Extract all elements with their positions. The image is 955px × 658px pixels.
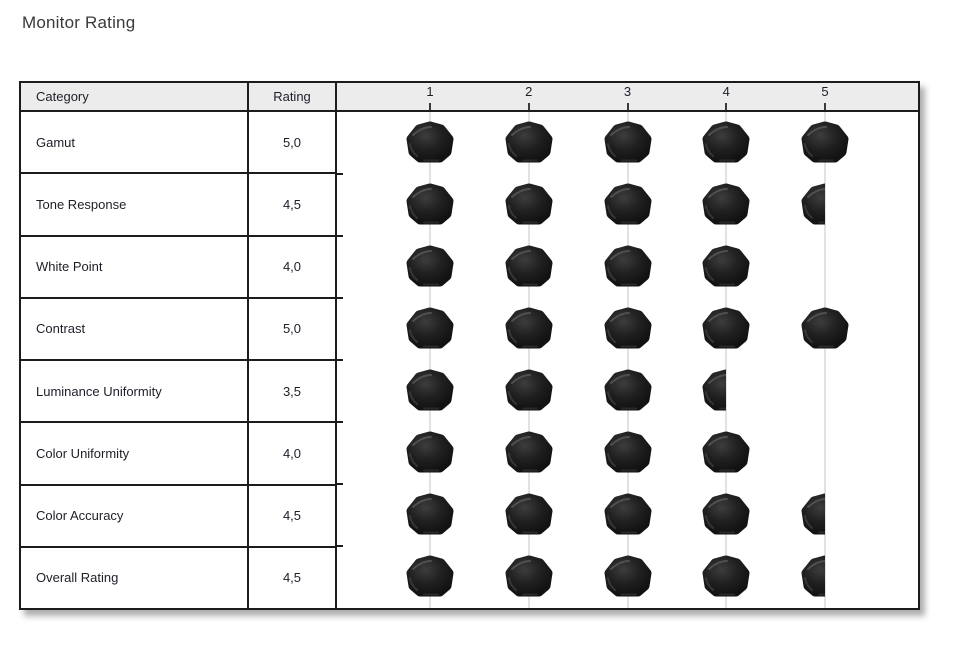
rating-value-cell: 4,0 bbox=[249, 423, 335, 486]
rating-pebble-icon bbox=[505, 307, 553, 349]
rating-pebble-icon bbox=[505, 493, 553, 535]
rating-pebble-icon-half bbox=[702, 369, 727, 411]
category-cell: Color Accuracy bbox=[21, 485, 247, 548]
chart-row bbox=[337, 298, 918, 360]
rating-column: 5,0 4,5 4,0 5,0 3,5 4,0 4,5 4,5 bbox=[249, 112, 337, 608]
rating-pebble-icon bbox=[505, 369, 553, 411]
rating-pebble-icon bbox=[702, 307, 750, 349]
chart-row bbox=[337, 422, 918, 484]
row-divider-stub bbox=[337, 173, 343, 175]
rating-pebble-icon bbox=[505, 121, 553, 163]
scale-tick bbox=[428, 103, 431, 110]
rating-value-cell: 4,5 bbox=[249, 174, 335, 237]
scale-tick bbox=[527, 103, 530, 110]
monitor-rating-table: Category Rating 1 2 3 4 5 Gamut Tone Response… bbox=[19, 81, 920, 610]
row-divider-stub bbox=[337, 421, 343, 423]
rating-pebble-icon bbox=[505, 183, 553, 225]
rating-chart-area bbox=[337, 112, 918, 608]
rating-pebble-icon bbox=[702, 121, 750, 163]
scale-number-1: 1 bbox=[426, 84, 434, 99]
rating-value-cell: 5,0 bbox=[249, 298, 335, 361]
scale-number-4: 4 bbox=[722, 84, 730, 99]
column-header-category: Category bbox=[21, 83, 249, 110]
rating-pebble-icon bbox=[406, 307, 454, 349]
category-cell: Color Uniformity bbox=[21, 423, 247, 486]
rating-value-cell: 3,5 bbox=[249, 361, 335, 424]
rating-pebble-icon bbox=[801, 121, 849, 163]
category-cell: Luminance Uniformity bbox=[21, 361, 247, 424]
rating-pebble-icon bbox=[702, 493, 750, 535]
rating-pebble-icon bbox=[604, 183, 651, 225]
rating-value-cell: 4,5 bbox=[249, 485, 335, 548]
rating-pebble-icon bbox=[505, 245, 553, 287]
scale-number-3: 3 bbox=[623, 84, 632, 99]
chart-row bbox=[337, 546, 918, 608]
rating-pebble-icon bbox=[406, 493, 454, 535]
row-divider-stub bbox=[337, 483, 343, 485]
rating-pebble-icon bbox=[604, 555, 651, 597]
rating-pebble-icon bbox=[702, 245, 750, 287]
category-column: Gamut Tone Response White Point Contrast Lum… bbox=[21, 112, 249, 608]
rating-pebble-icon bbox=[702, 183, 750, 225]
rating-pebble-icon bbox=[406, 245, 454, 287]
column-header-rating: Rating bbox=[249, 83, 337, 110]
rating-pebble-icon bbox=[406, 121, 454, 163]
vertical-gridline-5 bbox=[824, 112, 826, 608]
rating-pebble-icon bbox=[604, 431, 651, 473]
vertical-gridline-1 bbox=[429, 112, 431, 608]
vertical-gridline-2 bbox=[528, 112, 530, 608]
category-cell: Overall Rating bbox=[21, 547, 247, 608]
scale-tick bbox=[626, 103, 629, 110]
chart-row bbox=[337, 360, 918, 422]
rating-pebble-icon bbox=[702, 555, 750, 597]
chart-row bbox=[337, 236, 918, 298]
category-cell: Contrast bbox=[21, 298, 247, 361]
scale-tick bbox=[824, 103, 827, 110]
scale-number-5: 5 bbox=[821, 84, 829, 99]
rating-pebble-icon bbox=[702, 431, 750, 473]
rating-pebble-icon bbox=[604, 307, 651, 349]
rating-pebble-icon bbox=[406, 555, 454, 597]
rating-pebble-icon-half bbox=[801, 183, 826, 225]
rating-value-cell: 4,5 bbox=[249, 547, 335, 608]
vertical-gridline-4 bbox=[725, 112, 727, 608]
rating-value-cell: 4,0 bbox=[249, 236, 335, 299]
rating-pebble-icon bbox=[604, 121, 651, 163]
vertical-gridline-3 bbox=[627, 112, 628, 608]
rating-pebble-icon bbox=[604, 245, 651, 287]
rating-pebble-icon bbox=[604, 493, 651, 535]
rating-value-cell: 5,0 bbox=[249, 112, 335, 175]
rating-pebble-icon bbox=[604, 369, 651, 411]
rating-pebble-icon bbox=[406, 369, 454, 411]
rating-pebble-icon bbox=[505, 431, 553, 473]
rating-pebble-icon-half bbox=[801, 555, 826, 597]
category-cell: White Point bbox=[21, 236, 247, 299]
page-title: Monitor Rating bbox=[22, 13, 136, 32]
rating-pebble-icon bbox=[801, 307, 849, 349]
row-divider-stub bbox=[337, 359, 343, 361]
chart-row bbox=[337, 174, 918, 236]
category-cell: Gamut bbox=[21, 112, 247, 175]
category-cell: Tone Response bbox=[21, 174, 247, 237]
table-header-row: Category Rating 1 2 3 4 5 bbox=[21, 83, 918, 112]
table-body: Gamut Tone Response White Point Contrast Lum… bbox=[21, 112, 918, 608]
scale-header: 1 2 3 4 5 bbox=[337, 83, 918, 110]
chart-rows bbox=[337, 112, 918, 608]
row-divider-stub bbox=[337, 545, 343, 547]
chart-row bbox=[337, 484, 918, 546]
chart-row bbox=[337, 112, 918, 174]
scale-tick bbox=[725, 103, 728, 110]
row-divider-stub bbox=[337, 235, 343, 237]
scale-number-2: 2 bbox=[525, 84, 533, 99]
rating-pebble-icon bbox=[505, 555, 553, 597]
row-divider-stub bbox=[337, 297, 343, 299]
rating-pebble-icon bbox=[406, 183, 454, 225]
rating-pebble-icon-half bbox=[801, 493, 826, 535]
rating-pebble-icon bbox=[406, 431, 454, 473]
